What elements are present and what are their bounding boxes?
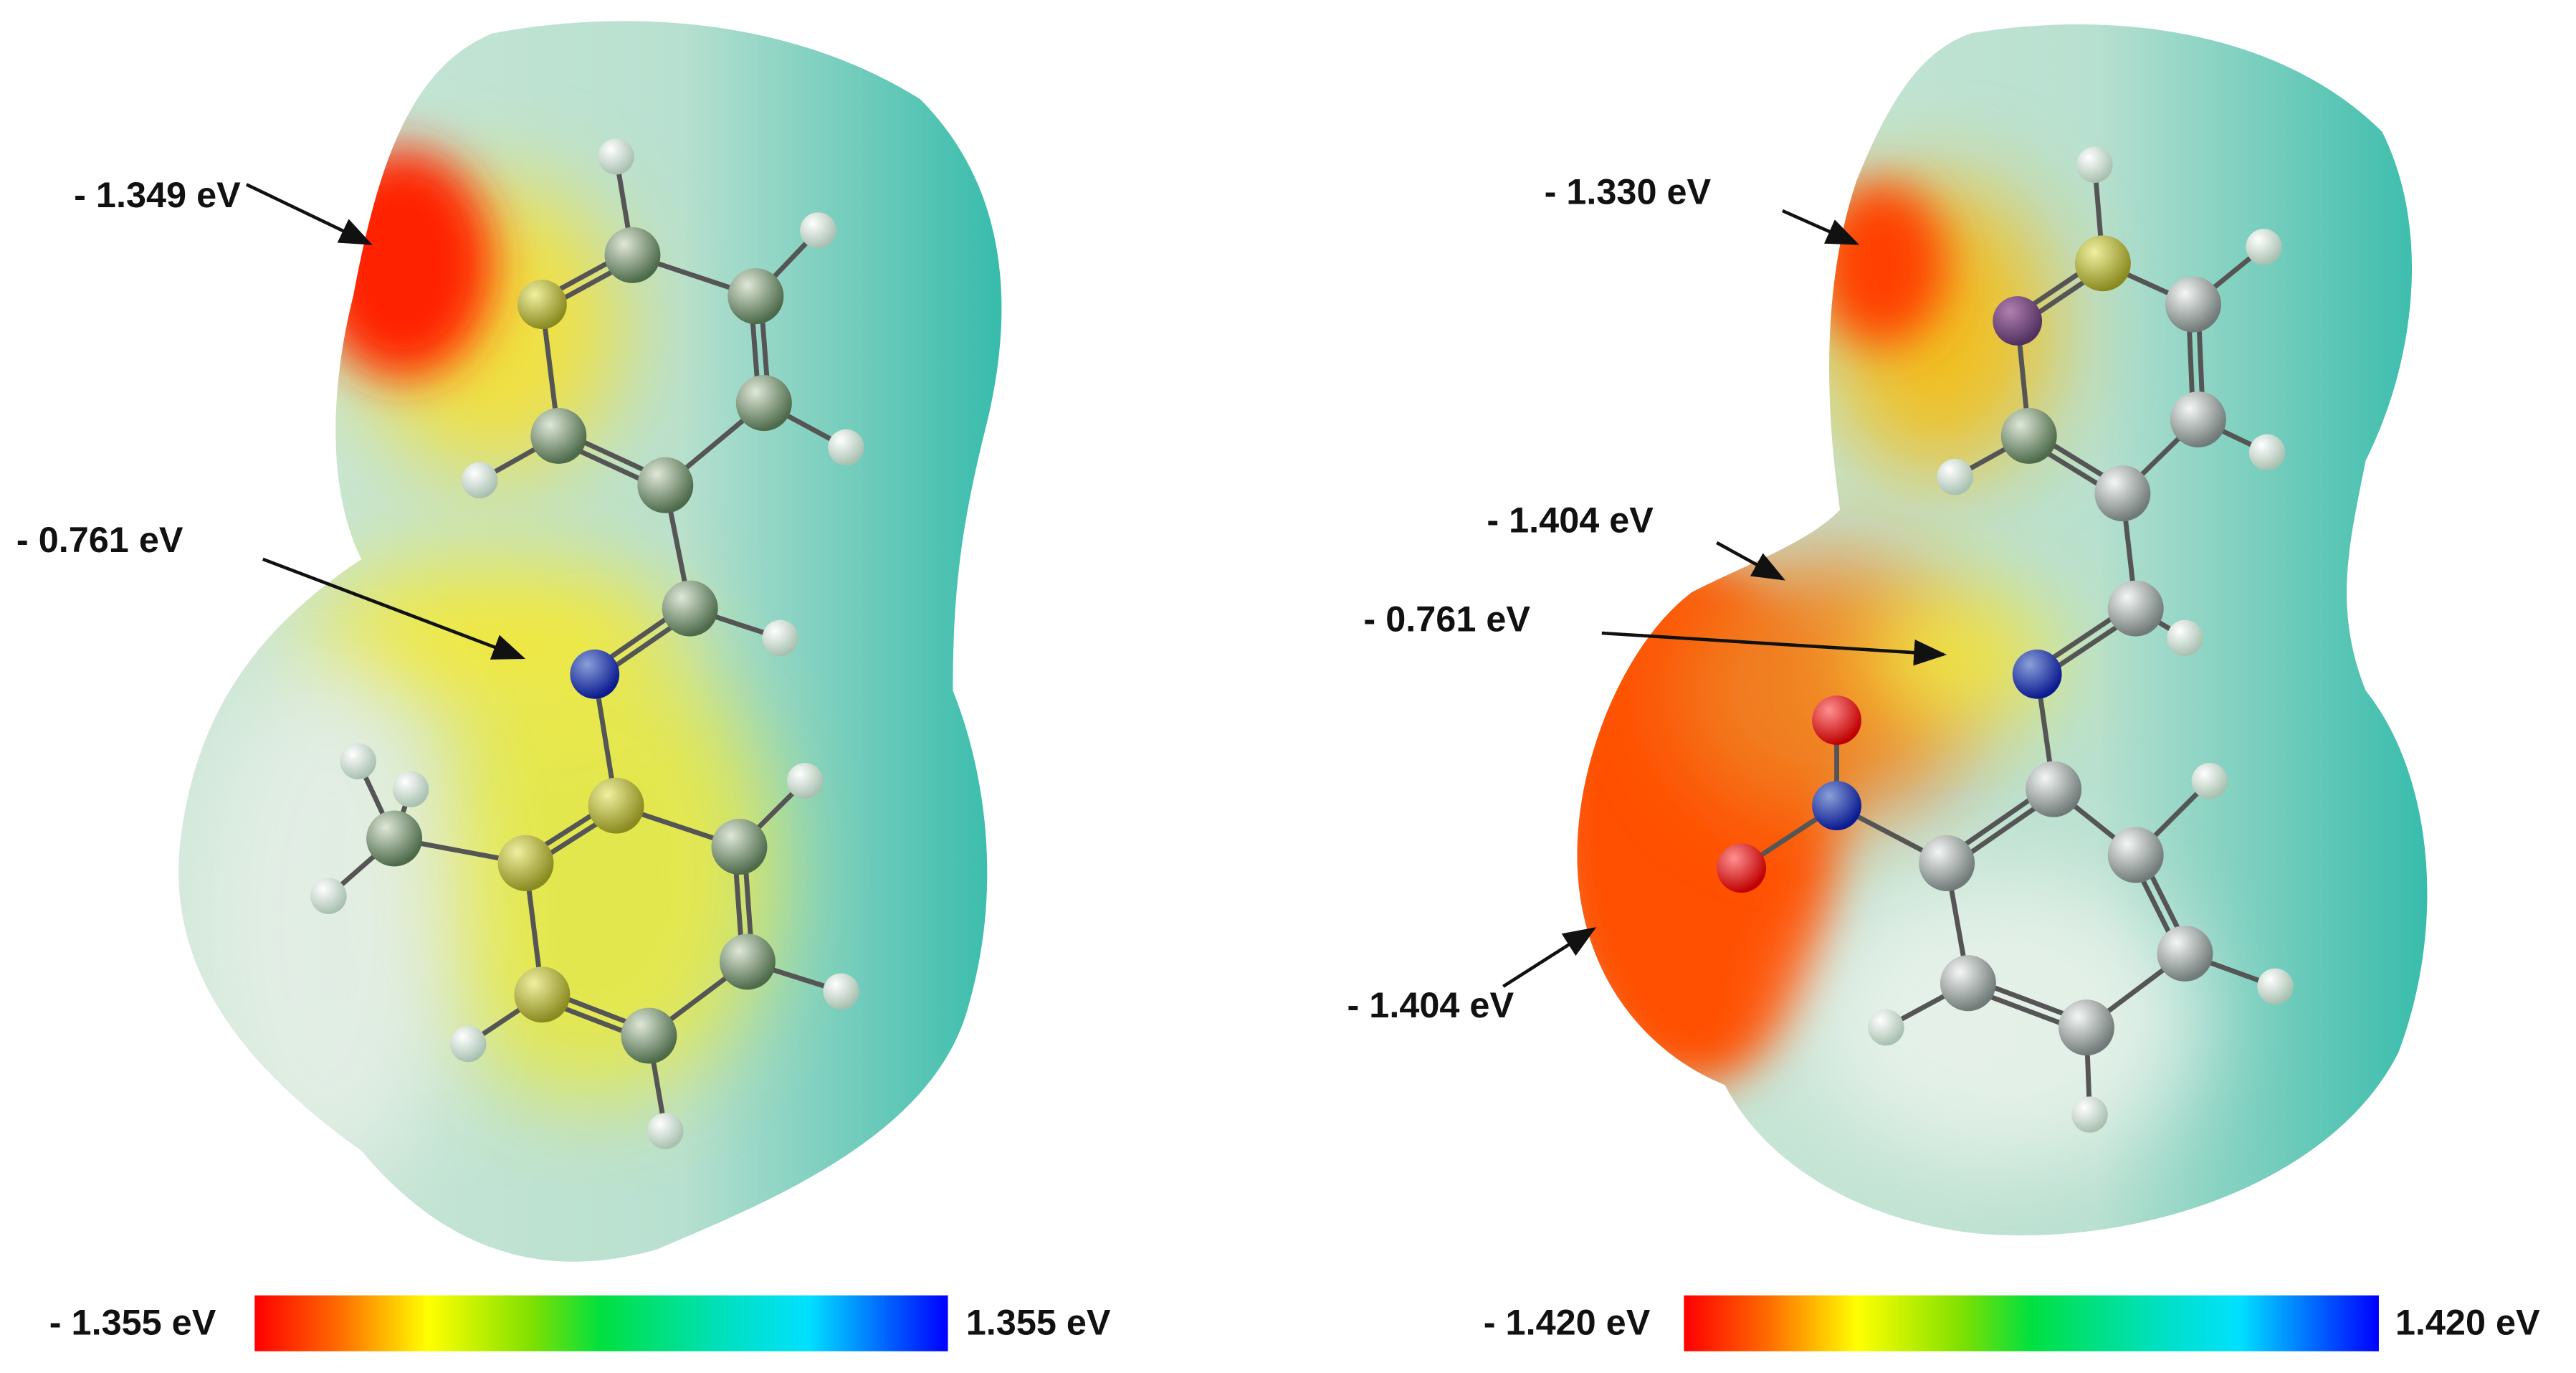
atom [366,810,423,867]
atom [2170,391,2226,448]
potential-surface-left [178,21,1002,1262]
annotation-label: - 0.761 eV [1363,598,1530,639]
atom [2074,235,2131,292]
atom [800,212,836,249]
atom [2248,434,2286,471]
atom [2257,968,2294,1005]
atom [2246,229,2282,265]
atom [823,973,859,1009]
atom [450,1025,487,1063]
atom [340,743,376,780]
atom [598,138,634,175]
colorbar-right [1684,1295,2379,1351]
annotation-label: - 1.404 eV [1347,984,1514,1025]
atom [2012,649,2062,699]
atom [310,878,347,914]
atom [497,835,554,891]
atom [2107,827,2164,883]
atom [2076,146,2113,183]
atom [647,1113,684,1149]
atom [711,819,768,875]
molecules [310,138,2294,1149]
atom [2026,761,2082,817]
atom [728,268,784,325]
annotation-arrow [245,183,373,245]
annotation-label: - 1.349 eV [74,174,241,215]
annotation-arrow [1502,927,1597,988]
annotation-label: - 1.330 eV [1545,171,1712,212]
atom [2107,580,2164,637]
atom [2094,465,2151,522]
atom [637,457,694,513]
atom [621,1007,677,1064]
atom [1919,835,1975,891]
atom [762,619,798,657]
atom [2167,619,2203,657]
atom [719,933,776,990]
annotation-label: - 1.404 eV [1487,500,1654,541]
atom [662,580,718,637]
atom [2157,925,2213,982]
colorbar-max-label: 1.420 eV [2395,1301,2540,1342]
atom [1868,1009,1904,1046]
atom [786,763,824,799]
atom [530,407,587,464]
annotation-label: - 0.761 eV [16,519,183,560]
colorbar-min-label: - 1.420 eV [1484,1301,1651,1342]
atom [2071,1096,2108,1133]
annotations: - 1.349 eV - 0.761 eV - 1.330 eV - 1.404 eV… [16,171,1947,1025]
atom [1937,459,1973,495]
atom [828,429,864,466]
atom [1993,296,2043,346]
atom [517,280,567,329]
atom [570,649,620,699]
annotation-arrow [1781,209,1860,245]
atom [2058,999,2114,1056]
atom [392,771,429,807]
atom [2165,276,2221,333]
atom [1812,695,1861,745]
annotation-arrow [1716,541,1785,581]
colorbar-left [254,1295,948,1351]
atom [1812,781,1861,831]
atom [588,777,644,834]
atom [1940,955,1996,1012]
potential-surface-right [1577,24,2428,1236]
annotation-arrow [262,557,526,660]
atom [514,966,571,1023]
atom [462,462,498,499]
atom [2191,763,2228,799]
atom [604,227,661,283]
colorbar-min-label: - 1.355 eV [49,1301,216,1342]
atom [1717,843,1766,893]
atom [735,375,792,432]
atom [2000,407,2057,464]
colorbar-max-label: 1.355 eV [966,1301,1111,1342]
annotation-arrow [1601,631,1947,666]
